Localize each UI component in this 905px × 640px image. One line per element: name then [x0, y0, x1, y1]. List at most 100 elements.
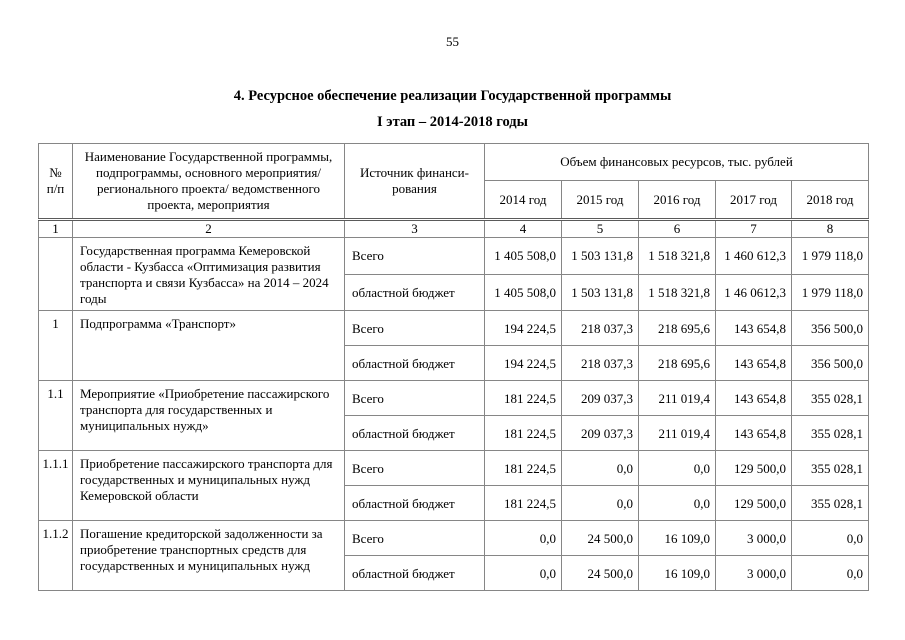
row-index-cell: 1.1.1 [38, 450, 73, 522]
column-number-cell: 1 [38, 218, 73, 238]
table-row: областной бюджет 0,0 24 500,0 16 109,0 3 000… [39, 555, 869, 592]
value-cell: 16 109,0 [638, 520, 716, 557]
value-cell: 143 654,8 [715, 310, 792, 347]
table-row: областной бюджет 194 224,5 218 037,3 218 69… [39, 345, 869, 382]
column-number-cell: 4 [484, 218, 562, 238]
value-cell: 355 028,1 [791, 380, 869, 417]
value-cell: 0,0 [638, 485, 716, 522]
table-row: областной бюджет 181 224,5 0,0 0,0 129 500,0… [39, 485, 869, 522]
doc-subtitle: I этап – 2014-2018 годы [377, 114, 528, 130]
value-cell: 0,0 [561, 450, 639, 487]
value-cell: 1 979 118,0 [791, 273, 869, 312]
value-cell: 16 109,0 [638, 555, 716, 592]
value-cell: 129 500,0 [715, 450, 792, 487]
value-cell: 3 000,0 [715, 555, 792, 592]
value-cell: 0,0 [791, 555, 869, 592]
funding-source-cell: областной бюджет [344, 345, 485, 382]
finance-table: № п/п Наименование Государственной прогр… [38, 143, 869, 592]
value-cell: 24 500,0 [561, 555, 639, 592]
row-name-cell: Приобретение пассажирского транспорта дл… [72, 450, 345, 522]
table-row: 1 Подпрограмма «Транспорт» Всего 194 224,5 2… [38, 310, 869, 382]
value-cell: 143 654,8 [715, 345, 792, 382]
value-cell: 0,0 [638, 450, 716, 487]
row-name-cell: Подпрограмма «Транспорт» [72, 310, 345, 382]
value-cell: 3 000,0 [715, 520, 792, 557]
row-index-cell: 1 [38, 310, 73, 382]
doc-title: 4. Ресурсное обеспечение реализации Госу… [233, 88, 672, 104]
row-name-cell: Государственная программа Кемеровской об… [72, 236, 345, 312]
header-source-col: Источник финанси- рования [344, 143, 485, 220]
value-cell: 0,0 [484, 520, 562, 557]
value-cell: 355 028,1 [791, 415, 869, 452]
value-cell: 211 019,4 [638, 380, 716, 417]
value-cell: 0,0 [561, 485, 639, 522]
value-cell: 1 405 508,0 [484, 237, 562, 275]
value-cell: 1 46 0612,3 [715, 273, 792, 312]
value-cell: 24 500,0 [561, 520, 639, 557]
table-year-row: 2014 год 2015 год 2016 год 2017 год 2018 год [39, 180, 869, 220]
funding-source-cell: Всего [344, 520, 485, 557]
header-year-cell: 2017 год [715, 180, 792, 220]
value-cell: 194 224,5 [484, 310, 562, 347]
value-cell: 129 500,0 [715, 485, 792, 522]
row-name-cell: Погашение кредиторской задолженности за … [72, 520, 345, 592]
value-cell: 356 500,0 [791, 310, 869, 347]
table-row: 1.1.2 Погашение кредиторской задолженност… [38, 520, 869, 592]
table-row: 1.1 Мероприятие «Приобретение пассажирско… [38, 380, 869, 452]
value-cell: 194 224,5 [484, 345, 562, 382]
value-cell: 181 224,5 [484, 380, 562, 417]
value-cell: 181 224,5 [484, 450, 562, 487]
table-header-row: № п/п Наименование Государственной прогр… [38, 143, 869, 220]
funding-source-cell: Всего [344, 310, 485, 347]
column-number-cell: 2 [72, 218, 345, 238]
value-cell: 0,0 [791, 520, 869, 557]
value-cell: 1 518 321,8 [638, 237, 716, 275]
header-volume-col: Объем финансовых ресурсов, тыс. рублей [484, 143, 869, 181]
row-index-cell: 1.1.2 [38, 520, 73, 592]
funding-source-cell: областной бюджет [344, 273, 485, 312]
value-cell: 355 028,1 [791, 485, 869, 522]
value-cell: 1 503 131,8 [561, 237, 639, 275]
column-number-cell: 3 [344, 218, 485, 238]
table-row: Государственная программа Кемеровской об… [38, 236, 869, 312]
value-cell: 1 518 321,8 [638, 273, 716, 312]
table-row: 1.1.1 Приобретение пассажирского транспор… [38, 450, 869, 522]
value-cell: 218 037,3 [561, 310, 639, 347]
funding-source-cell: Всего [344, 237, 485, 275]
value-cell: 211 019,4 [638, 415, 716, 452]
column-number-cell: 7 [715, 218, 792, 238]
column-number-cell: 6 [638, 218, 716, 238]
header-year-cell: 2015 год [561, 180, 639, 220]
funding-source-cell: Всего [344, 450, 485, 487]
value-cell: 218 037,3 [561, 345, 639, 382]
header-name-col: Наименование Государственной программы, … [72, 143, 345, 220]
header-year-cell: 2016 год [638, 180, 716, 220]
value-cell: 181 224,5 [484, 485, 562, 522]
value-cell: 209 037,3 [561, 380, 639, 417]
value-cell: 1 979 118,0 [791, 237, 869, 275]
value-cell: 0,0 [484, 555, 562, 592]
header-year-cell: 2018 год [791, 180, 869, 220]
value-cell: 218 695,6 [638, 345, 716, 382]
table-row: областной бюджет 1 405 508,0 1 503 131,8 1 … [39, 273, 869, 312]
funding-source-cell: Всего [344, 380, 485, 417]
funding-source-cell: областной бюджет [344, 485, 485, 522]
funding-source-cell: областной бюджет [344, 555, 485, 592]
funding-source-cell: областной бюджет [344, 415, 485, 452]
value-cell: 181 224,5 [484, 415, 562, 452]
value-cell: 1 405 508,0 [484, 273, 562, 312]
column-number-cell: 8 [791, 218, 869, 238]
header-num-col: № п/п [38, 143, 73, 220]
value-cell: 143 654,8 [715, 415, 792, 452]
column-number-cell: 5 [561, 218, 639, 238]
row-name-cell: Мероприятие «Приобретение пассажирского … [72, 380, 345, 452]
value-cell: 1 503 131,8 [561, 273, 639, 312]
value-cell: 355 028,1 [791, 450, 869, 487]
row-index-cell: 1.1 [38, 380, 73, 452]
header-year-cell: 2014 год [484, 180, 562, 220]
value-cell: 143 654,8 [715, 380, 792, 417]
row-index-cell [38, 236, 73, 312]
value-cell: 218 695,6 [638, 310, 716, 347]
